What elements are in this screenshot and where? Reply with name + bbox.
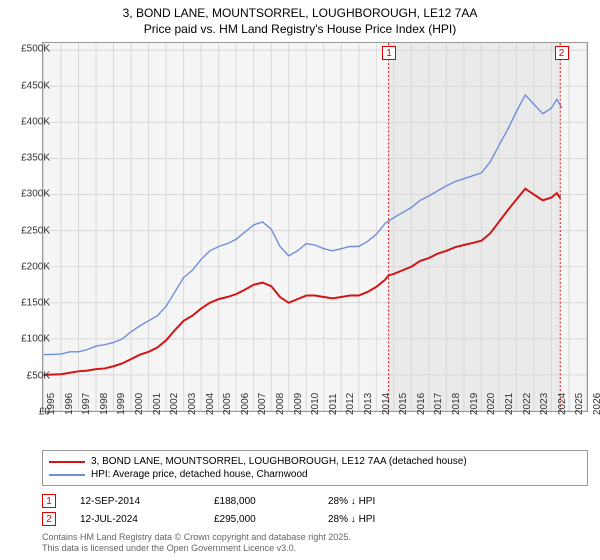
y-tick-label: £250K: [0, 225, 50, 236]
y-tick-label: £300K: [0, 189, 50, 200]
legend-item: HPI: Average price, detached house, Char…: [49, 468, 581, 481]
x-tick-label: 2016: [416, 393, 427, 415]
x-tick-label: 2013: [363, 393, 374, 415]
y-tick-label: £450K: [0, 80, 50, 91]
x-tick-label: 1996: [64, 393, 75, 415]
x-tick-label: 2004: [205, 393, 216, 415]
x-tick-label: 2025: [574, 393, 585, 415]
x-tick-label: 2005: [222, 393, 233, 415]
x-tick-label: 2018: [451, 393, 462, 415]
x-tick-label: 2002: [169, 393, 180, 415]
credits-line1: Contains HM Land Registry data © Crown c…: [42, 532, 351, 542]
x-tick-label: 2012: [345, 393, 356, 415]
chart-area: [42, 42, 588, 412]
chart-title: 3, BOND LANE, MOUNTSORREL, LOUGHBOROUGH,…: [0, 0, 600, 37]
x-tick-label: 2000: [134, 393, 145, 415]
credits: Contains HM Land Registry data © Crown c…: [42, 532, 351, 554]
y-tick-label: £100K: [0, 334, 50, 345]
x-tick-label: 2011: [328, 393, 339, 415]
row-marker: 2: [42, 512, 56, 526]
x-tick-label: 2022: [522, 393, 533, 415]
line-chart: [43, 43, 587, 411]
x-tick-label: 2010: [310, 393, 321, 415]
x-tick-label: 1999: [116, 393, 127, 415]
row-date: 12-SEP-2014: [80, 496, 190, 507]
x-tick-label: 2006: [240, 393, 251, 415]
x-tick-label: 1995: [46, 393, 57, 415]
data-point-table: 1 12-SEP-2014 £188,000 28% ↓ HPI 2 12-JU…: [42, 492, 588, 528]
x-tick-label: 2008: [275, 393, 286, 415]
legend-label: HPI: Average price, detached house, Char…: [91, 469, 308, 480]
x-tick-label: 2019: [469, 393, 480, 415]
row-date: 12-JUL-2024: [80, 514, 190, 525]
y-tick-label: £350K: [0, 153, 50, 164]
y-tick-label: £200K: [0, 261, 50, 272]
credits-line2: This data is licensed under the Open Gov…: [42, 543, 296, 553]
chart-marker: 1: [382, 46, 396, 60]
x-tick-label: 2003: [187, 393, 198, 415]
legend: 3, BOND LANE, MOUNTSORREL, LOUGHBOROUGH,…: [42, 450, 588, 486]
title-line2: Price paid vs. HM Land Registry's House …: [144, 22, 456, 36]
y-tick-label: £50K: [0, 370, 50, 381]
row-price: £295,000: [214, 514, 304, 525]
x-tick-label: 2026: [592, 393, 600, 415]
x-tick-label: 2020: [486, 393, 497, 415]
title-line1: 3, BOND LANE, MOUNTSORREL, LOUGHBOROUGH,…: [123, 6, 478, 20]
x-tick-label: 2021: [504, 393, 515, 415]
legend-swatch: [49, 474, 85, 476]
x-tick-label: 1997: [81, 393, 92, 415]
x-tick-label: 1998: [99, 393, 110, 415]
y-tick-label: £500K: [0, 44, 50, 55]
row-price: £188,000: [214, 496, 304, 507]
y-tick-label: £400K: [0, 116, 50, 127]
row-marker: 1: [42, 494, 56, 508]
legend-swatch: [49, 461, 85, 463]
x-tick-label: 2009: [293, 393, 304, 415]
row-pct: 28% ↓ HPI: [328, 514, 375, 525]
x-tick-label: 2007: [257, 393, 268, 415]
legend-item: 3, BOND LANE, MOUNTSORREL, LOUGHBOROUGH,…: [49, 455, 581, 468]
x-tick-label: 2017: [433, 393, 444, 415]
data-row: 2 12-JUL-2024 £295,000 28% ↓ HPI: [42, 510, 588, 528]
x-tick-label: 2023: [539, 393, 550, 415]
x-tick-label: 2015: [398, 393, 409, 415]
legend-label: 3, BOND LANE, MOUNTSORREL, LOUGHBOROUGH,…: [91, 456, 467, 467]
y-tick-label: £150K: [0, 298, 50, 309]
chart-marker: 2: [555, 46, 569, 60]
x-tick-label: 2024: [557, 393, 568, 415]
x-tick-label: 2014: [381, 393, 392, 415]
y-tick-label: £0: [0, 407, 50, 418]
x-tick-label: 2001: [152, 393, 163, 415]
row-pct: 28% ↓ HPI: [328, 496, 375, 507]
data-row: 1 12-SEP-2014 £188,000 28% ↓ HPI: [42, 492, 588, 510]
